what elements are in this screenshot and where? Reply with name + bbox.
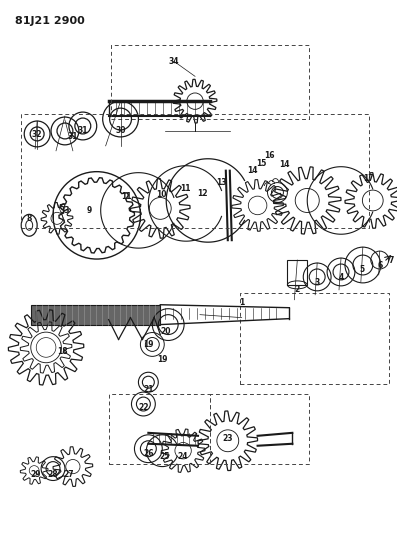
Text: 14: 14 (248, 166, 258, 175)
Text: 19: 19 (157, 355, 168, 364)
Text: 34: 34 (169, 57, 179, 66)
Text: 29: 29 (30, 470, 41, 479)
Text: 8: 8 (27, 214, 32, 223)
Text: 7: 7 (389, 255, 394, 264)
Text: 13: 13 (217, 178, 227, 187)
Text: 17: 17 (363, 174, 374, 183)
Text: 16: 16 (264, 151, 275, 160)
Text: 6: 6 (377, 261, 382, 270)
Bar (31, 305, 160, 325)
Text: 81J21 2900: 81J21 2900 (15, 16, 85, 26)
Text: 11: 11 (121, 192, 132, 201)
Text: 27: 27 (64, 470, 74, 479)
Text: 3: 3 (314, 278, 320, 287)
Text: 18: 18 (58, 347, 68, 356)
Text: 5: 5 (359, 265, 365, 274)
Bar (287, 260, 307, 285)
Text: 24: 24 (178, 452, 188, 461)
Text: 26: 26 (143, 449, 154, 458)
Text: 11: 11 (180, 184, 190, 193)
Text: 33: 33 (60, 206, 70, 215)
Text: 31: 31 (68, 132, 78, 141)
Text: 30: 30 (115, 126, 126, 135)
Text: 31: 31 (78, 126, 88, 135)
Text: 10: 10 (156, 190, 166, 199)
Text: 32: 32 (32, 131, 43, 140)
Text: 28: 28 (48, 470, 59, 479)
Text: 23: 23 (222, 434, 233, 443)
Text: 1: 1 (239, 298, 244, 307)
Text: 25: 25 (159, 452, 170, 461)
Text: 14: 14 (279, 160, 290, 169)
Text: 4: 4 (338, 273, 343, 282)
Text: 9: 9 (86, 206, 92, 215)
Text: 21: 21 (143, 385, 154, 394)
Text: 22: 22 (138, 402, 148, 411)
Text: 2: 2 (295, 285, 300, 294)
Text: 15: 15 (256, 159, 267, 168)
Text: 12: 12 (197, 189, 207, 198)
Text: 20: 20 (160, 327, 170, 336)
Text: 19: 19 (143, 340, 154, 349)
